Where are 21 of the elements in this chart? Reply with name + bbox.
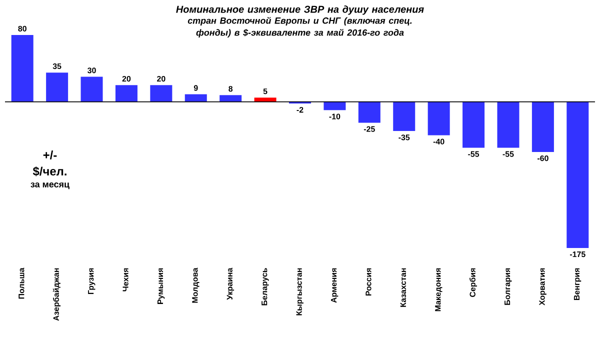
- chart-subtitle: стран Восточной Европы и СНГ (включая спец. фонды) в $-эквиваленте за май 2016-го года: [188, 16, 412, 38]
- bar: [220, 95, 242, 102]
- bar: [428, 102, 450, 136]
- bar: [462, 102, 485, 148]
- bar: [566, 102, 589, 248]
- bar: [80, 76, 103, 102]
- bar: [115, 85, 138, 102]
- bar: [358, 102, 380, 123]
- bar: [324, 102, 346, 110]
- chart-title: Номинальное изменение ЗВР на душу населения: [176, 6, 424, 15]
- bar: [532, 102, 554, 152]
- bar: [184, 94, 207, 102]
- bar: [11, 34, 34, 102]
- bar: [393, 102, 416, 132]
- bar: [46, 72, 68, 102]
- bar: [497, 102, 520, 148]
- annotation: +/-: [43, 150, 57, 160]
- annotation: за месяц: [30, 182, 70, 190]
- bar: [150, 85, 172, 102]
- annotation: $/чел.: [32, 166, 66, 176]
- bar: [254, 98, 276, 102]
